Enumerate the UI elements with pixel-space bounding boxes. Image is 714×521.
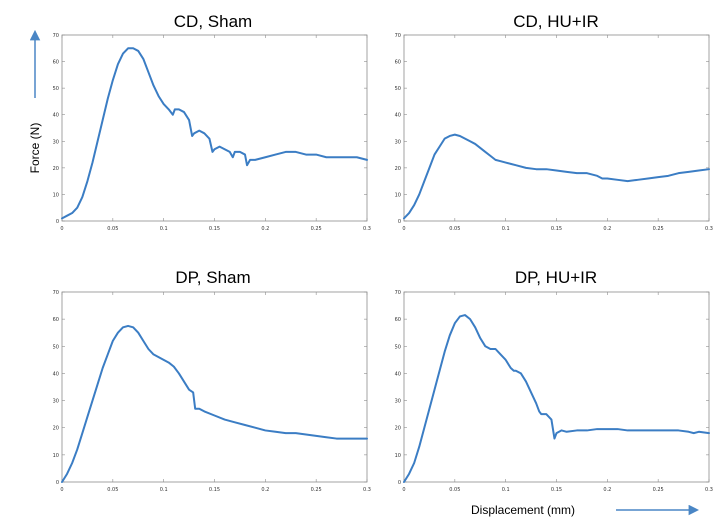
y-tick-label: 0 bbox=[398, 219, 401, 225]
y-tick-label: 40 bbox=[53, 371, 59, 377]
panel-title: CD, Sham bbox=[174, 12, 252, 31]
data-line bbox=[61, 47, 368, 220]
y-tick-label: 70 bbox=[53, 33, 59, 39]
x-axis-label: Displacement (mm) bbox=[471, 503, 575, 517]
x-tick-label: 0.25 bbox=[311, 226, 322, 232]
x-tick-label: 0.15 bbox=[551, 226, 562, 232]
y-tick-label: 10 bbox=[53, 453, 59, 459]
y-tick-label: 70 bbox=[395, 290, 401, 296]
y-tick-label: 40 bbox=[395, 371, 401, 377]
y-tick-label: 10 bbox=[53, 192, 59, 198]
y-tick-label: 30 bbox=[395, 399, 401, 405]
y-axis-label: Force (N) bbox=[28, 123, 42, 174]
y-tick-label: 30 bbox=[53, 139, 59, 145]
y-tick-label: 50 bbox=[53, 344, 59, 350]
x-tick-label: 0.1 bbox=[502, 226, 510, 232]
y-tick-label: 20 bbox=[53, 166, 59, 172]
y-tick-label: 60 bbox=[395, 60, 401, 66]
plot-frame bbox=[403, 291, 710, 483]
x-tick-label: 0.15 bbox=[209, 487, 220, 493]
panel-dp-sham: DP, Sham 0 0.05 0.1 0.15 0.2 0.25 0.3 0 10 20 30 40… bbox=[53, 268, 371, 493]
y-tick-label: 10 bbox=[395, 192, 401, 198]
x-tick-label: 0 bbox=[402, 226, 405, 232]
x-tick-label: 0.1 bbox=[502, 487, 510, 493]
y-tick-label: 60 bbox=[395, 317, 401, 323]
y-tick-label: 20 bbox=[395, 166, 401, 172]
x-tick-label: 0.05 bbox=[107, 226, 118, 232]
data-line bbox=[61, 324, 368, 483]
x-tick-label: 0.1 bbox=[160, 487, 168, 493]
panel-title: CD, HU+IR bbox=[513, 12, 598, 31]
x-tick-label: 0.15 bbox=[551, 487, 562, 493]
x-tick-label: 0.05 bbox=[449, 487, 460, 493]
x-tick-label: 0.25 bbox=[653, 226, 664, 232]
y-tick-label: 60 bbox=[53, 317, 59, 323]
y-tick-label: 50 bbox=[395, 86, 401, 92]
y-tick-label: 0 bbox=[56, 219, 59, 225]
x-tick-label: 0.2 bbox=[603, 487, 611, 493]
x-tick-label: 0.2 bbox=[603, 226, 611, 232]
y-tick-label: 40 bbox=[53, 113, 59, 119]
y-tick-label: 30 bbox=[395, 139, 401, 145]
x-tick-label: 0.15 bbox=[209, 226, 220, 232]
x-tick-label: 0.1 bbox=[160, 226, 168, 232]
plot-frame bbox=[403, 34, 710, 222]
panel-cd-hu-ir: CD, HU+IR 0 0.05 0.1 0.15 0.2 0.25 0.3 0 10 20 30 4… bbox=[395, 12, 713, 232]
x-tick-label: 0 bbox=[60, 226, 63, 232]
y-tick-label: 40 bbox=[395, 113, 401, 119]
y-tick-label: 0 bbox=[398, 480, 401, 486]
panel-title: DP, Sham bbox=[175, 268, 250, 287]
x-tick-label: 0.05 bbox=[107, 487, 118, 493]
plot-frame bbox=[61, 34, 368, 222]
x-tick-label: 0 bbox=[60, 487, 63, 493]
panel-cd-sham: CD, Sham 0 0.05 0.1 0.15 0.2 0.25 0.3 0 10 20 30 40… bbox=[53, 12, 371, 232]
y-tick-label: 50 bbox=[53, 86, 59, 92]
y-tick-label: 70 bbox=[53, 290, 59, 296]
x-tick-label: 0.3 bbox=[705, 487, 713, 493]
x-tick-label: 0.2 bbox=[261, 226, 269, 232]
x-tick-label: 0.2 bbox=[261, 487, 269, 493]
x-tick-label: 0 bbox=[402, 487, 405, 493]
x-tick-label: 0.25 bbox=[653, 487, 664, 493]
plot-frame bbox=[61, 291, 368, 483]
y-tick-label: 20 bbox=[53, 426, 59, 432]
x-tick-label: 0.3 bbox=[705, 226, 713, 232]
panel-dp-hu-ir: DP, HU+IR 0 0.05 0.1 0.15 0.2 0.25 0.3 0 10 20 30 4… bbox=[395, 268, 713, 493]
y-tick-label: 10 bbox=[395, 453, 401, 459]
y-tick-label: 50 bbox=[395, 344, 401, 350]
data-line bbox=[403, 133, 710, 220]
y-tick-label: 30 bbox=[53, 399, 59, 405]
y-tick-label: 0 bbox=[56, 480, 59, 486]
x-tick-label: 0.3 bbox=[363, 226, 371, 232]
data-line bbox=[403, 314, 710, 483]
y-tick-label: 20 bbox=[395, 426, 401, 432]
y-tick-label: 70 bbox=[395, 33, 401, 39]
panel-title: DP, HU+IR bbox=[515, 268, 597, 287]
x-tick-label: 0.25 bbox=[311, 487, 322, 493]
x-tick-label: 0.3 bbox=[363, 487, 371, 493]
y-tick-label: 60 bbox=[53, 60, 59, 66]
x-tick-label: 0.05 bbox=[449, 226, 460, 232]
